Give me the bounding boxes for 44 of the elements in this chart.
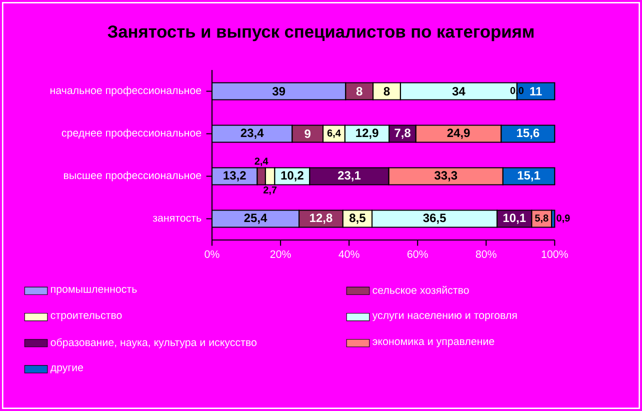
data-label: 2,7 bbox=[263, 186, 277, 195]
data-label: 5,8 bbox=[535, 214, 548, 224]
y-tick-label: занятость bbox=[152, 216, 202, 222]
legend-label: другие bbox=[50, 365, 84, 374]
x-tick-label: 60% bbox=[407, 250, 428, 258]
y-tick-label: начальное профессиональное bbox=[50, 86, 202, 96]
data-label: 10,2 bbox=[281, 171, 304, 182]
y-tick-label: высшее профессиональное bbox=[64, 171, 202, 182]
data-label: 11 bbox=[530, 87, 542, 96]
data-label: 34 bbox=[452, 86, 466, 96]
data-label: 10,1 bbox=[503, 214, 526, 224]
data-label: 24,9 bbox=[447, 128, 470, 139]
legend-label: строительство bbox=[50, 313, 122, 322]
legend-label: образование, наука, культура и искусство bbox=[50, 338, 256, 348]
data-label: 25,4 bbox=[244, 214, 268, 224]
x-tick-label: 40% bbox=[338, 250, 360, 258]
legend-label: экономика и управление bbox=[372, 339, 494, 348]
data-label: 7,8 bbox=[394, 128, 411, 139]
data-label: 8 bbox=[384, 87, 390, 96]
data-label: 8,5 bbox=[350, 214, 366, 224]
data-label: 15,6 bbox=[517, 128, 540, 139]
x-tick-label: 20% bbox=[270, 250, 291, 258]
data-label: 9 bbox=[304, 130, 310, 138]
legend-label: сельское хозяйство bbox=[372, 286, 469, 294]
x-tick-label: 0% bbox=[204, 250, 220, 258]
data-label: 6,4 bbox=[327, 129, 341, 138]
data-label: 23,4 bbox=[240, 128, 264, 139]
data-label: 36,5 bbox=[423, 214, 446, 224]
data-label: 13,2 bbox=[224, 171, 246, 182]
x-tick-label: 100% bbox=[542, 250, 568, 258]
data-label: 12,8 bbox=[310, 214, 332, 224]
chart-title: Занятость и выпуск специалистов по категориям bbox=[108, 25, 534, 42]
data-label: 2,4 bbox=[254, 158, 268, 166]
data-label: 15,1 bbox=[518, 171, 540, 182]
data-label: 12,9 bbox=[356, 128, 378, 139]
data-label: 8 bbox=[356, 87, 362, 96]
y-tick-label: среднее профессиональное bbox=[62, 128, 202, 139]
data-label: 39 bbox=[272, 86, 286, 96]
data-label: 33,3 bbox=[434, 171, 458, 182]
legend-label: услуги населению и торговля bbox=[372, 313, 517, 322]
legend-label: промышленность bbox=[51, 286, 137, 295]
data-label: 0,9 bbox=[556, 214, 570, 224]
x-tick-label: 80% bbox=[476, 250, 496, 258]
data-label: 23,1 bbox=[338, 171, 361, 182]
